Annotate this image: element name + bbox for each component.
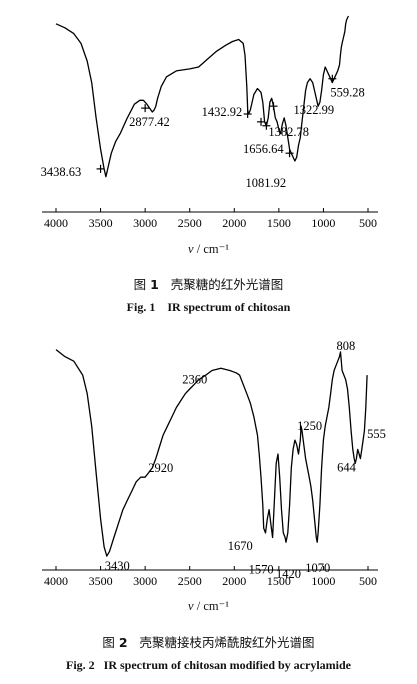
peak-label: 1322.99 (294, 103, 335, 117)
caption-text: IR spectrum of chitosan (167, 300, 291, 314)
grafted-chitosan-ir-chart: 4000 3500 3000 2500 2000 1500 1000 500 3430 2920 2… (42, 339, 386, 588)
x-tick-label: 1500 (267, 216, 291, 230)
x-tick-label: 2000 (222, 574, 246, 588)
peak-label: 2877.42 (129, 115, 170, 129)
peak-label: 1081.92 (246, 176, 287, 190)
peak-label: 3430 (105, 559, 130, 573)
peak-label: 555 (367, 427, 386, 441)
figure-1-caption-cn: 图 1 壳聚糖的红外光谱图 (0, 274, 417, 293)
caption-text: 壳聚糖的红外光谱图 (170, 277, 284, 292)
peak-label: 1070 (305, 561, 330, 575)
x-tick-label: 2500 (178, 574, 202, 588)
peak-label: 1656.64 (243, 142, 284, 156)
x-tick-label: 500 (359, 574, 377, 588)
x-tick-label: 3500 (89, 216, 113, 230)
x-tick-label: 3500 (89, 574, 113, 588)
figure-2-caption-en: Fig. 2 IR spectrum of chitosan modified … (0, 658, 417, 673)
x-axis-label-fig2: v / cm⁻¹ (0, 598, 417, 614)
peak-label: 808 (337, 339, 356, 353)
x-tick-label: 4000 (44, 216, 68, 230)
peak-label: 1570 (249, 563, 274, 577)
x-tick-label: 1000 (311, 574, 335, 588)
spectrum-line (55, 15, 349, 178)
spectrum-line (55, 349, 368, 557)
x-axis-variable: v (188, 599, 194, 613)
x-tick-label: 4000 (44, 574, 68, 588)
caption-label: Fig. 1 (126, 300, 156, 314)
caption-text: IR spectrum of chitosan modified by acry… (103, 658, 351, 672)
x-tick-label: 1000 (311, 216, 335, 230)
x-axis-variable: v (188, 242, 194, 256)
x-tick-label: 3000 (133, 574, 157, 588)
figure-label: 图 (133, 277, 147, 292)
peak-label: 1250 (297, 419, 322, 433)
x-tick-label: 500 (359, 216, 377, 230)
peak-label: 644 (337, 460, 357, 474)
figure-number: 1 (150, 277, 159, 292)
x-tick-label: 2500 (178, 216, 202, 230)
peak-label: 3438.63 (41, 165, 82, 179)
peak-label: 1382.78 (268, 125, 309, 139)
x-tick-label: 1500 (267, 574, 291, 588)
caption-label: Fig. 2 (66, 658, 95, 672)
peak-label: 1420 (276, 567, 301, 581)
x-tick-label: 2000 (222, 216, 246, 230)
figure-label: 图 (102, 635, 115, 650)
peak-label: 2360 (182, 372, 207, 386)
figure-1-caption-en: Fig. 1 IR spectrum of chitosan (0, 300, 417, 315)
figure-2-caption-cn: 图 2 壳聚糖接枝丙烯酰胺红外光谱图 (0, 632, 417, 651)
x-tick-label: 3000 (133, 216, 157, 230)
peak-label: 559.28 (330, 86, 364, 100)
peak-label: 1432.92 (202, 105, 243, 119)
x-axis-unit: / cm⁻¹ (196, 242, 229, 256)
caption-text: 壳聚糖接枝丙烯酰胺红外光谱图 (139, 635, 315, 650)
peak-label: 2920 (148, 461, 173, 475)
chitosan-ir-chart: 4000 3500 3000 2500 2000 1500 1000 500 3438.63 28… (41, 15, 378, 230)
x-axis-label-fig1: v / cm⁻¹ (0, 241, 417, 257)
x-axis-unit: / cm⁻¹ (196, 599, 229, 613)
peak-label: 1670 (228, 539, 253, 553)
figure-number: 2 (118, 635, 128, 650)
